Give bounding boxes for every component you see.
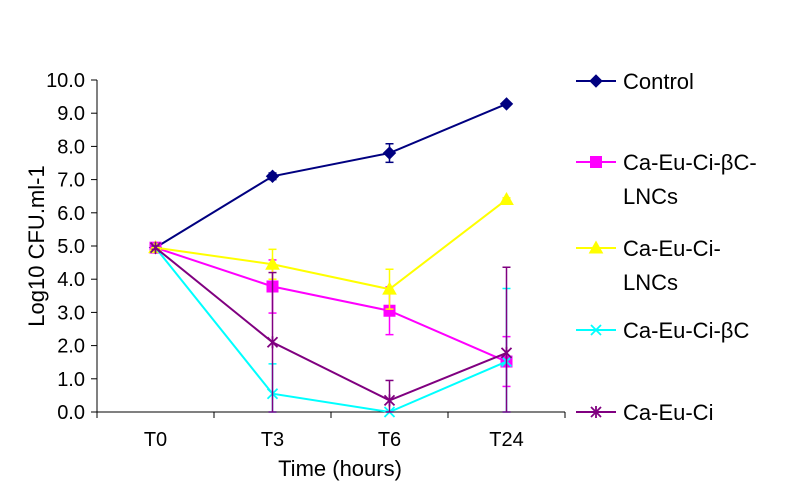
diamond-marker	[265, 169, 280, 183]
triangle-marker	[382, 281, 397, 295]
legend-label: Ca-Eu-Ci-βC	[623, 318, 749, 343]
legend-item-1: Ca-Eu-Ci-βC- LNCs	[576, 150, 757, 209]
y-tick-label: 7.0	[57, 170, 85, 192]
series-line	[155, 198, 508, 291]
x-tick-label: T24	[489, 429, 523, 451]
x-tick-label: T3	[261, 429, 284, 451]
legend-label: LNCs	[623, 184, 678, 209]
y-tick-label: 4.0	[57, 269, 85, 291]
x-tick-label: T0	[144, 429, 167, 451]
legend-marker	[590, 406, 602, 418]
data-point	[499, 97, 514, 111]
diamond-marker	[589, 74, 603, 88]
y-tick-label: 2.0	[57, 336, 85, 358]
square-marker	[590, 156, 602, 168]
legend-label: Ca-Eu-Ci-βC-	[623, 150, 757, 175]
series-1	[149, 241, 513, 388]
plot-area: 0.0 1.0 2.0 3.0 4.0 5.0 6.0 7.0 8.0 9.0 10.0 T0 T3 T6…	[46, 70, 566, 451]
legend: ControlCa-Eu-Ci-βC-LNCsCa-Eu-Ci-LNCsCa-E…	[576, 69, 757, 425]
legend-item-0: Control	[576, 69, 694, 94]
series-line	[154, 102, 507, 249]
data-point	[382, 146, 397, 160]
y-tick-label: 10.0	[46, 70, 85, 92]
legend-marker	[590, 156, 602, 168]
legend-label: Control	[623, 69, 694, 94]
series-0	[148, 97, 514, 255]
series-line	[154, 247, 507, 414]
data-point	[265, 169, 280, 183]
legend-item-2: Ca-Eu-Ci- LNCs	[576, 236, 721, 295]
legend-label: Ca-Eu-Ci-	[623, 236, 721, 261]
data-point	[149, 241, 162, 254]
series-4	[149, 241, 513, 413]
data-point	[499, 192, 514, 206]
diamond-marker	[382, 146, 397, 160]
data-point	[266, 336, 279, 349]
legend-marker	[590, 324, 602, 336]
series-2	[148, 192, 514, 310]
data-point	[382, 281, 397, 295]
y-tick-label: 1.0	[57, 369, 85, 391]
y-tick-label: 9.0	[57, 103, 85, 125]
triangle-marker	[499, 192, 514, 206]
series-3	[149, 242, 513, 418]
triangle-marker	[588, 240, 604, 254]
y-tick-label: 3.0	[57, 302, 85, 324]
x-tick-label: T6	[378, 429, 401, 451]
data-point	[383, 394, 396, 407]
y-tick-label: 6.0	[57, 203, 85, 225]
legend-label: LNCs	[623, 270, 678, 295]
legend-label: Ca-Eu-Ci	[623, 400, 713, 425]
legend-marker	[589, 74, 603, 88]
x-marker-stroke	[590, 324, 602, 336]
data-point	[500, 346, 513, 359]
y-tick-label: 0.0	[57, 402, 85, 424]
triangle-marker	[265, 256, 280, 270]
y-axis-title: Log10 CFU.ml-1	[24, 165, 49, 326]
x-axis-title: Time (hours)	[278, 456, 402, 481]
legend-marker	[588, 240, 604, 254]
legend-item-4: Ca-Eu-Ci	[576, 400, 713, 425]
legend-item-3: Ca-Eu-Ci-βC	[576, 318, 749, 343]
data-point	[265, 256, 280, 270]
y-tick-label: 5.0	[57, 236, 85, 258]
series-line	[155, 246, 507, 363]
series-line	[154, 246, 507, 402]
diamond-marker	[499, 97, 514, 111]
y-tick-label: 8.0	[57, 136, 85, 158]
